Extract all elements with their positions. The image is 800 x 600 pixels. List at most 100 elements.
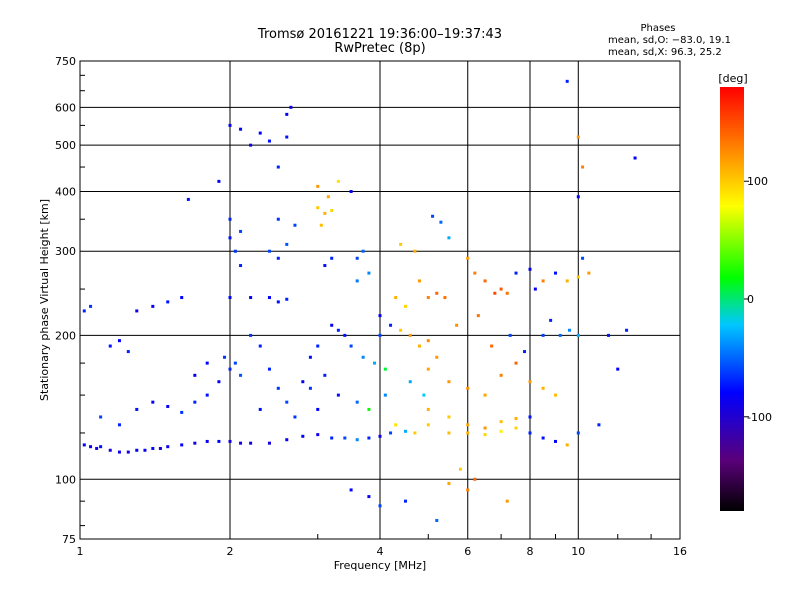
data-point	[383, 367, 387, 371]
data-point	[528, 415, 532, 419]
data-point	[330, 209, 334, 213]
data-point	[82, 443, 86, 447]
data-point	[607, 333, 611, 337]
data-point	[587, 271, 591, 275]
data-point	[239, 264, 243, 268]
colorbar-tick-label: 0	[747, 293, 754, 306]
stats-line-o: mean, sd,O: −83.0, 19.1	[608, 35, 731, 46]
grid-lines	[80, 61, 680, 539]
data-points	[82, 79, 637, 522]
data-point	[233, 249, 237, 253]
data-point	[466, 488, 470, 492]
data-point	[553, 271, 557, 275]
data-point	[422, 393, 426, 397]
data-point	[403, 304, 407, 308]
x-tick-label: 10	[571, 545, 585, 558]
data-point	[239, 441, 243, 445]
data-point	[476, 314, 480, 318]
data-point	[549, 318, 553, 322]
data-point	[399, 328, 403, 332]
data-point	[528, 380, 532, 384]
data-point	[285, 438, 289, 442]
stats-line-x: mean, sd,X: 96.3, 25.2	[608, 47, 722, 58]
data-point	[217, 179, 221, 183]
data-point	[417, 279, 421, 283]
data-point	[389, 431, 393, 435]
data-point	[483, 393, 487, 397]
data-point	[426, 296, 430, 300]
data-point	[330, 323, 334, 327]
data-point	[455, 323, 459, 327]
data-point	[505, 291, 509, 295]
colorbar	[720, 87, 744, 511]
data-point	[383, 393, 387, 397]
data-point	[135, 407, 139, 411]
data-point	[316, 184, 320, 188]
y-tick-label: 75	[62, 533, 76, 546]
x-tick-label: 2	[227, 545, 234, 558]
data-point	[276, 256, 280, 260]
data-point	[99, 445, 103, 449]
data-point	[323, 264, 327, 268]
data-point	[567, 328, 571, 332]
x-tick-label: 1	[77, 545, 84, 558]
data-point	[514, 426, 518, 430]
data-point	[301, 380, 305, 384]
data-point	[514, 361, 518, 365]
data-point	[308, 386, 312, 390]
data-point	[439, 220, 443, 224]
colorbar-tick-label: 100	[747, 175, 768, 188]
data-point	[285, 135, 289, 139]
data-point	[378, 504, 382, 508]
data-point	[308, 355, 312, 359]
data-point	[249, 296, 253, 300]
data-point	[541, 279, 545, 283]
data-point	[267, 441, 271, 445]
data-point	[616, 367, 620, 371]
data-point	[89, 445, 93, 449]
data-point	[349, 189, 353, 193]
data-point	[435, 355, 439, 359]
data-point	[576, 431, 580, 435]
data-point	[466, 256, 470, 260]
x-tick-label: 16	[673, 545, 687, 558]
data-point	[180, 296, 184, 300]
data-point	[466, 386, 470, 390]
data-point	[249, 333, 253, 337]
data-point	[417, 344, 421, 348]
data-point	[151, 400, 155, 404]
data-point	[408, 333, 412, 337]
data-point	[95, 446, 99, 450]
data-point	[117, 339, 121, 343]
y-tick-label: 600	[55, 101, 76, 114]
data-point	[403, 499, 407, 503]
y-tick-label: 400	[55, 185, 76, 198]
data-point	[473, 477, 477, 481]
data-point	[319, 223, 323, 227]
chart-subtitle: RwPretec (8p)	[334, 41, 425, 56]
data-point	[505, 499, 509, 503]
data-point	[258, 131, 262, 135]
data-point	[633, 156, 637, 160]
data-point	[514, 271, 518, 275]
data-point	[151, 304, 155, 308]
data-point	[447, 415, 451, 419]
data-point	[239, 127, 243, 131]
data-point	[336, 328, 340, 332]
data-point	[431, 214, 435, 218]
data-point	[205, 361, 209, 365]
data-point	[533, 287, 537, 291]
data-point	[323, 211, 327, 215]
data-point	[135, 448, 139, 452]
data-point	[499, 420, 503, 424]
data-point	[355, 256, 359, 260]
data-point	[447, 236, 451, 240]
data-point	[576, 135, 580, 139]
data-point	[499, 429, 503, 433]
data-point	[378, 434, 382, 438]
data-point	[217, 439, 221, 443]
data-point	[267, 367, 271, 371]
data-point	[413, 431, 417, 435]
data-point	[541, 436, 545, 440]
